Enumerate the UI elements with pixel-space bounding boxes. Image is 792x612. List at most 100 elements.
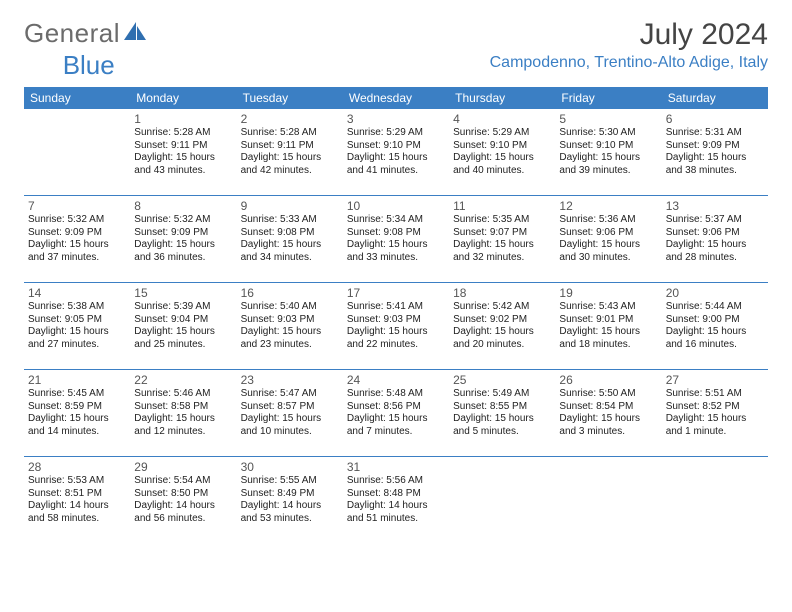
daylight-line: Daylight: 15 hours and 14 minutes. xyxy=(28,413,126,438)
sunset-line: Sunset: 9:00 PM xyxy=(666,314,764,327)
calendar-cell: 18Sunrise: 5:42 AMSunset: 9:02 PMDayligh… xyxy=(449,283,555,370)
day-number: 5 xyxy=(559,112,657,126)
logo-word1: General xyxy=(24,18,120,49)
calendar-row: 1Sunrise: 5:28 AMSunset: 9:11 PMDaylight… xyxy=(24,109,768,196)
day-number: 6 xyxy=(666,112,764,126)
month-title: July 2024 xyxy=(490,18,768,52)
sunset-line: Sunset: 9:09 PM xyxy=(666,140,764,153)
sunrise-line: Sunrise: 5:42 AM xyxy=(453,301,551,314)
cell-details: Sunrise: 5:41 AMSunset: 9:03 PMDaylight:… xyxy=(347,301,445,351)
day-header-row: SundayMondayTuesdayWednesdayThursdayFrid… xyxy=(24,87,768,109)
day-number: 4 xyxy=(453,112,551,126)
cell-details: Sunrise: 5:51 AMSunset: 8:52 PMDaylight:… xyxy=(666,388,764,438)
daylight-line: Daylight: 14 hours and 58 minutes. xyxy=(28,500,126,525)
cell-details: Sunrise: 5:48 AMSunset: 8:56 PMDaylight:… xyxy=(347,388,445,438)
cell-details: Sunrise: 5:32 AMSunset: 9:09 PMDaylight:… xyxy=(28,214,126,264)
daylight-line: Daylight: 15 hours and 32 minutes. xyxy=(453,239,551,264)
sunrise-line: Sunrise: 5:31 AM xyxy=(666,127,764,140)
daylight-line: Daylight: 15 hours and 43 minutes. xyxy=(134,152,232,177)
daylight-line: Daylight: 15 hours and 1 minute. xyxy=(666,413,764,438)
sunrise-line: Sunrise: 5:43 AM xyxy=(559,301,657,314)
day-number: 28 xyxy=(28,460,126,474)
calendar-cell: 7Sunrise: 5:32 AMSunset: 9:09 PMDaylight… xyxy=(24,196,130,283)
daylight-line: Daylight: 15 hours and 7 minutes. xyxy=(347,413,445,438)
sunrise-line: Sunrise: 5:46 AM xyxy=(134,388,232,401)
day-number: 20 xyxy=(666,286,764,300)
title-block: July 2024 Campodenno, Trentino-Alto Adig… xyxy=(490,18,768,72)
logo-word2: Blue xyxy=(63,50,115,80)
daylight-line: Daylight: 15 hours and 33 minutes. xyxy=(347,239,445,264)
calendar-cell: 15Sunrise: 5:39 AMSunset: 9:04 PMDayligh… xyxy=(130,283,236,370)
sunset-line: Sunset: 9:06 PM xyxy=(559,227,657,240)
day-number: 15 xyxy=(134,286,232,300)
cell-details: Sunrise: 5:42 AMSunset: 9:02 PMDaylight:… xyxy=(453,301,551,351)
daylight-line: Daylight: 15 hours and 22 minutes. xyxy=(347,326,445,351)
sunrise-line: Sunrise: 5:32 AM xyxy=(134,214,232,227)
calendar-cell: 22Sunrise: 5:46 AMSunset: 8:58 PMDayligh… xyxy=(130,370,236,457)
sunset-line: Sunset: 8:49 PM xyxy=(241,488,339,501)
calendar-cell: 16Sunrise: 5:40 AMSunset: 9:03 PMDayligh… xyxy=(237,283,343,370)
sunset-line: Sunset: 9:11 PM xyxy=(241,140,339,153)
sunrise-line: Sunrise: 5:28 AM xyxy=(134,127,232,140)
sunrise-line: Sunrise: 5:38 AM xyxy=(28,301,126,314)
cell-details: Sunrise: 5:32 AMSunset: 9:09 PMDaylight:… xyxy=(134,214,232,264)
sunset-line: Sunset: 8:58 PM xyxy=(134,401,232,414)
calendar-row: 21Sunrise: 5:45 AMSunset: 8:59 PMDayligh… xyxy=(24,370,768,457)
sunset-line: Sunset: 9:10 PM xyxy=(559,140,657,153)
daylight-line: Daylight: 15 hours and 16 minutes. xyxy=(666,326,764,351)
day-number: 12 xyxy=(559,199,657,213)
sunset-line: Sunset: 9:10 PM xyxy=(453,140,551,153)
cell-details: Sunrise: 5:28 AMSunset: 9:11 PMDaylight:… xyxy=(134,127,232,177)
day-number: 3 xyxy=(347,112,445,126)
day-number: 18 xyxy=(453,286,551,300)
sunrise-line: Sunrise: 5:45 AM xyxy=(28,388,126,401)
daylight-line: Daylight: 15 hours and 3 minutes. xyxy=(559,413,657,438)
calendar-cell: 25Sunrise: 5:49 AMSunset: 8:55 PMDayligh… xyxy=(449,370,555,457)
daylight-line: Daylight: 15 hours and 38 minutes. xyxy=(666,152,764,177)
day-number: 23 xyxy=(241,373,339,387)
cell-details: Sunrise: 5:30 AMSunset: 9:10 PMDaylight:… xyxy=(559,127,657,177)
cell-details: Sunrise: 5:47 AMSunset: 8:57 PMDaylight:… xyxy=(241,388,339,438)
sunset-line: Sunset: 9:05 PM xyxy=(28,314,126,327)
calendar-body: 1Sunrise: 5:28 AMSunset: 9:11 PMDaylight… xyxy=(24,109,768,543)
calendar-head: SundayMondayTuesdayWednesdayThursdayFrid… xyxy=(24,87,768,109)
day-header: Saturday xyxy=(662,87,768,109)
day-number: 11 xyxy=(453,199,551,213)
calendar-row: 28Sunrise: 5:53 AMSunset: 8:51 PMDayligh… xyxy=(24,457,768,544)
sunset-line: Sunset: 8:51 PM xyxy=(28,488,126,501)
location: Campodenno, Trentino-Alto Adige, Italy xyxy=(490,54,768,72)
sail-icon xyxy=(122,18,148,49)
daylight-line: Daylight: 15 hours and 42 minutes. xyxy=(241,152,339,177)
cell-details: Sunrise: 5:55 AMSunset: 8:49 PMDaylight:… xyxy=(241,475,339,525)
calendar-page: General July 2024 Campodenno, Trentino-A… xyxy=(0,0,792,612)
cell-details: Sunrise: 5:54 AMSunset: 8:50 PMDaylight:… xyxy=(134,475,232,525)
sunset-line: Sunset: 9:03 PM xyxy=(241,314,339,327)
cell-details: Sunrise: 5:33 AMSunset: 9:08 PMDaylight:… xyxy=(241,214,339,264)
sunrise-line: Sunrise: 5:30 AM xyxy=(559,127,657,140)
daylight-line: Daylight: 15 hours and 41 minutes. xyxy=(347,152,445,177)
daylight-line: Daylight: 15 hours and 5 minutes. xyxy=(453,413,551,438)
cell-details: Sunrise: 5:38 AMSunset: 9:05 PMDaylight:… xyxy=(28,301,126,351)
cell-details: Sunrise: 5:46 AMSunset: 8:58 PMDaylight:… xyxy=(134,388,232,438)
sunrise-line: Sunrise: 5:53 AM xyxy=(28,475,126,488)
cell-details: Sunrise: 5:31 AMSunset: 9:09 PMDaylight:… xyxy=(666,127,764,177)
sunrise-line: Sunrise: 5:35 AM xyxy=(453,214,551,227)
daylight-line: Daylight: 15 hours and 25 minutes. xyxy=(134,326,232,351)
calendar-cell: 28Sunrise: 5:53 AMSunset: 8:51 PMDayligh… xyxy=(24,457,130,544)
calendar-cell: 13Sunrise: 5:37 AMSunset: 9:06 PMDayligh… xyxy=(662,196,768,283)
calendar-row: 7Sunrise: 5:32 AMSunset: 9:09 PMDaylight… xyxy=(24,196,768,283)
calendar-cell: 3Sunrise: 5:29 AMSunset: 9:10 PMDaylight… xyxy=(343,109,449,196)
calendar-cell: 19Sunrise: 5:43 AMSunset: 9:01 PMDayligh… xyxy=(555,283,661,370)
day-number: 16 xyxy=(241,286,339,300)
day-number: 26 xyxy=(559,373,657,387)
calendar-cell: 5Sunrise: 5:30 AMSunset: 9:10 PMDaylight… xyxy=(555,109,661,196)
sunrise-line: Sunrise: 5:48 AM xyxy=(347,388,445,401)
calendar-cell: 1Sunrise: 5:28 AMSunset: 9:11 PMDaylight… xyxy=(130,109,236,196)
cell-details: Sunrise: 5:34 AMSunset: 9:08 PMDaylight:… xyxy=(347,214,445,264)
cell-details: Sunrise: 5:39 AMSunset: 9:04 PMDaylight:… xyxy=(134,301,232,351)
calendar-cell: 11Sunrise: 5:35 AMSunset: 9:07 PMDayligh… xyxy=(449,196,555,283)
calendar-cell: 4Sunrise: 5:29 AMSunset: 9:10 PMDaylight… xyxy=(449,109,555,196)
cell-details: Sunrise: 5:45 AMSunset: 8:59 PMDaylight:… xyxy=(28,388,126,438)
day-number: 29 xyxy=(134,460,232,474)
sunrise-line: Sunrise: 5:37 AM xyxy=(666,214,764,227)
